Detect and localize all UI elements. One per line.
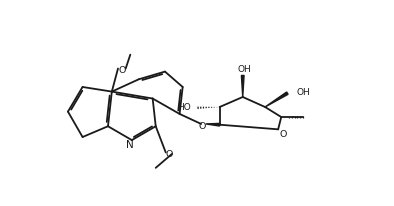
Text: O: O bbox=[166, 150, 173, 159]
Text: N: N bbox=[126, 139, 134, 149]
Text: OH: OH bbox=[238, 65, 251, 74]
Text: O: O bbox=[118, 66, 126, 74]
Text: O: O bbox=[279, 129, 286, 138]
Polygon shape bbox=[265, 92, 288, 108]
Text: O: O bbox=[198, 121, 206, 130]
Text: HO: HO bbox=[177, 103, 190, 112]
Text: OH: OH bbox=[297, 88, 310, 97]
Polygon shape bbox=[206, 124, 220, 126]
Polygon shape bbox=[242, 76, 244, 97]
